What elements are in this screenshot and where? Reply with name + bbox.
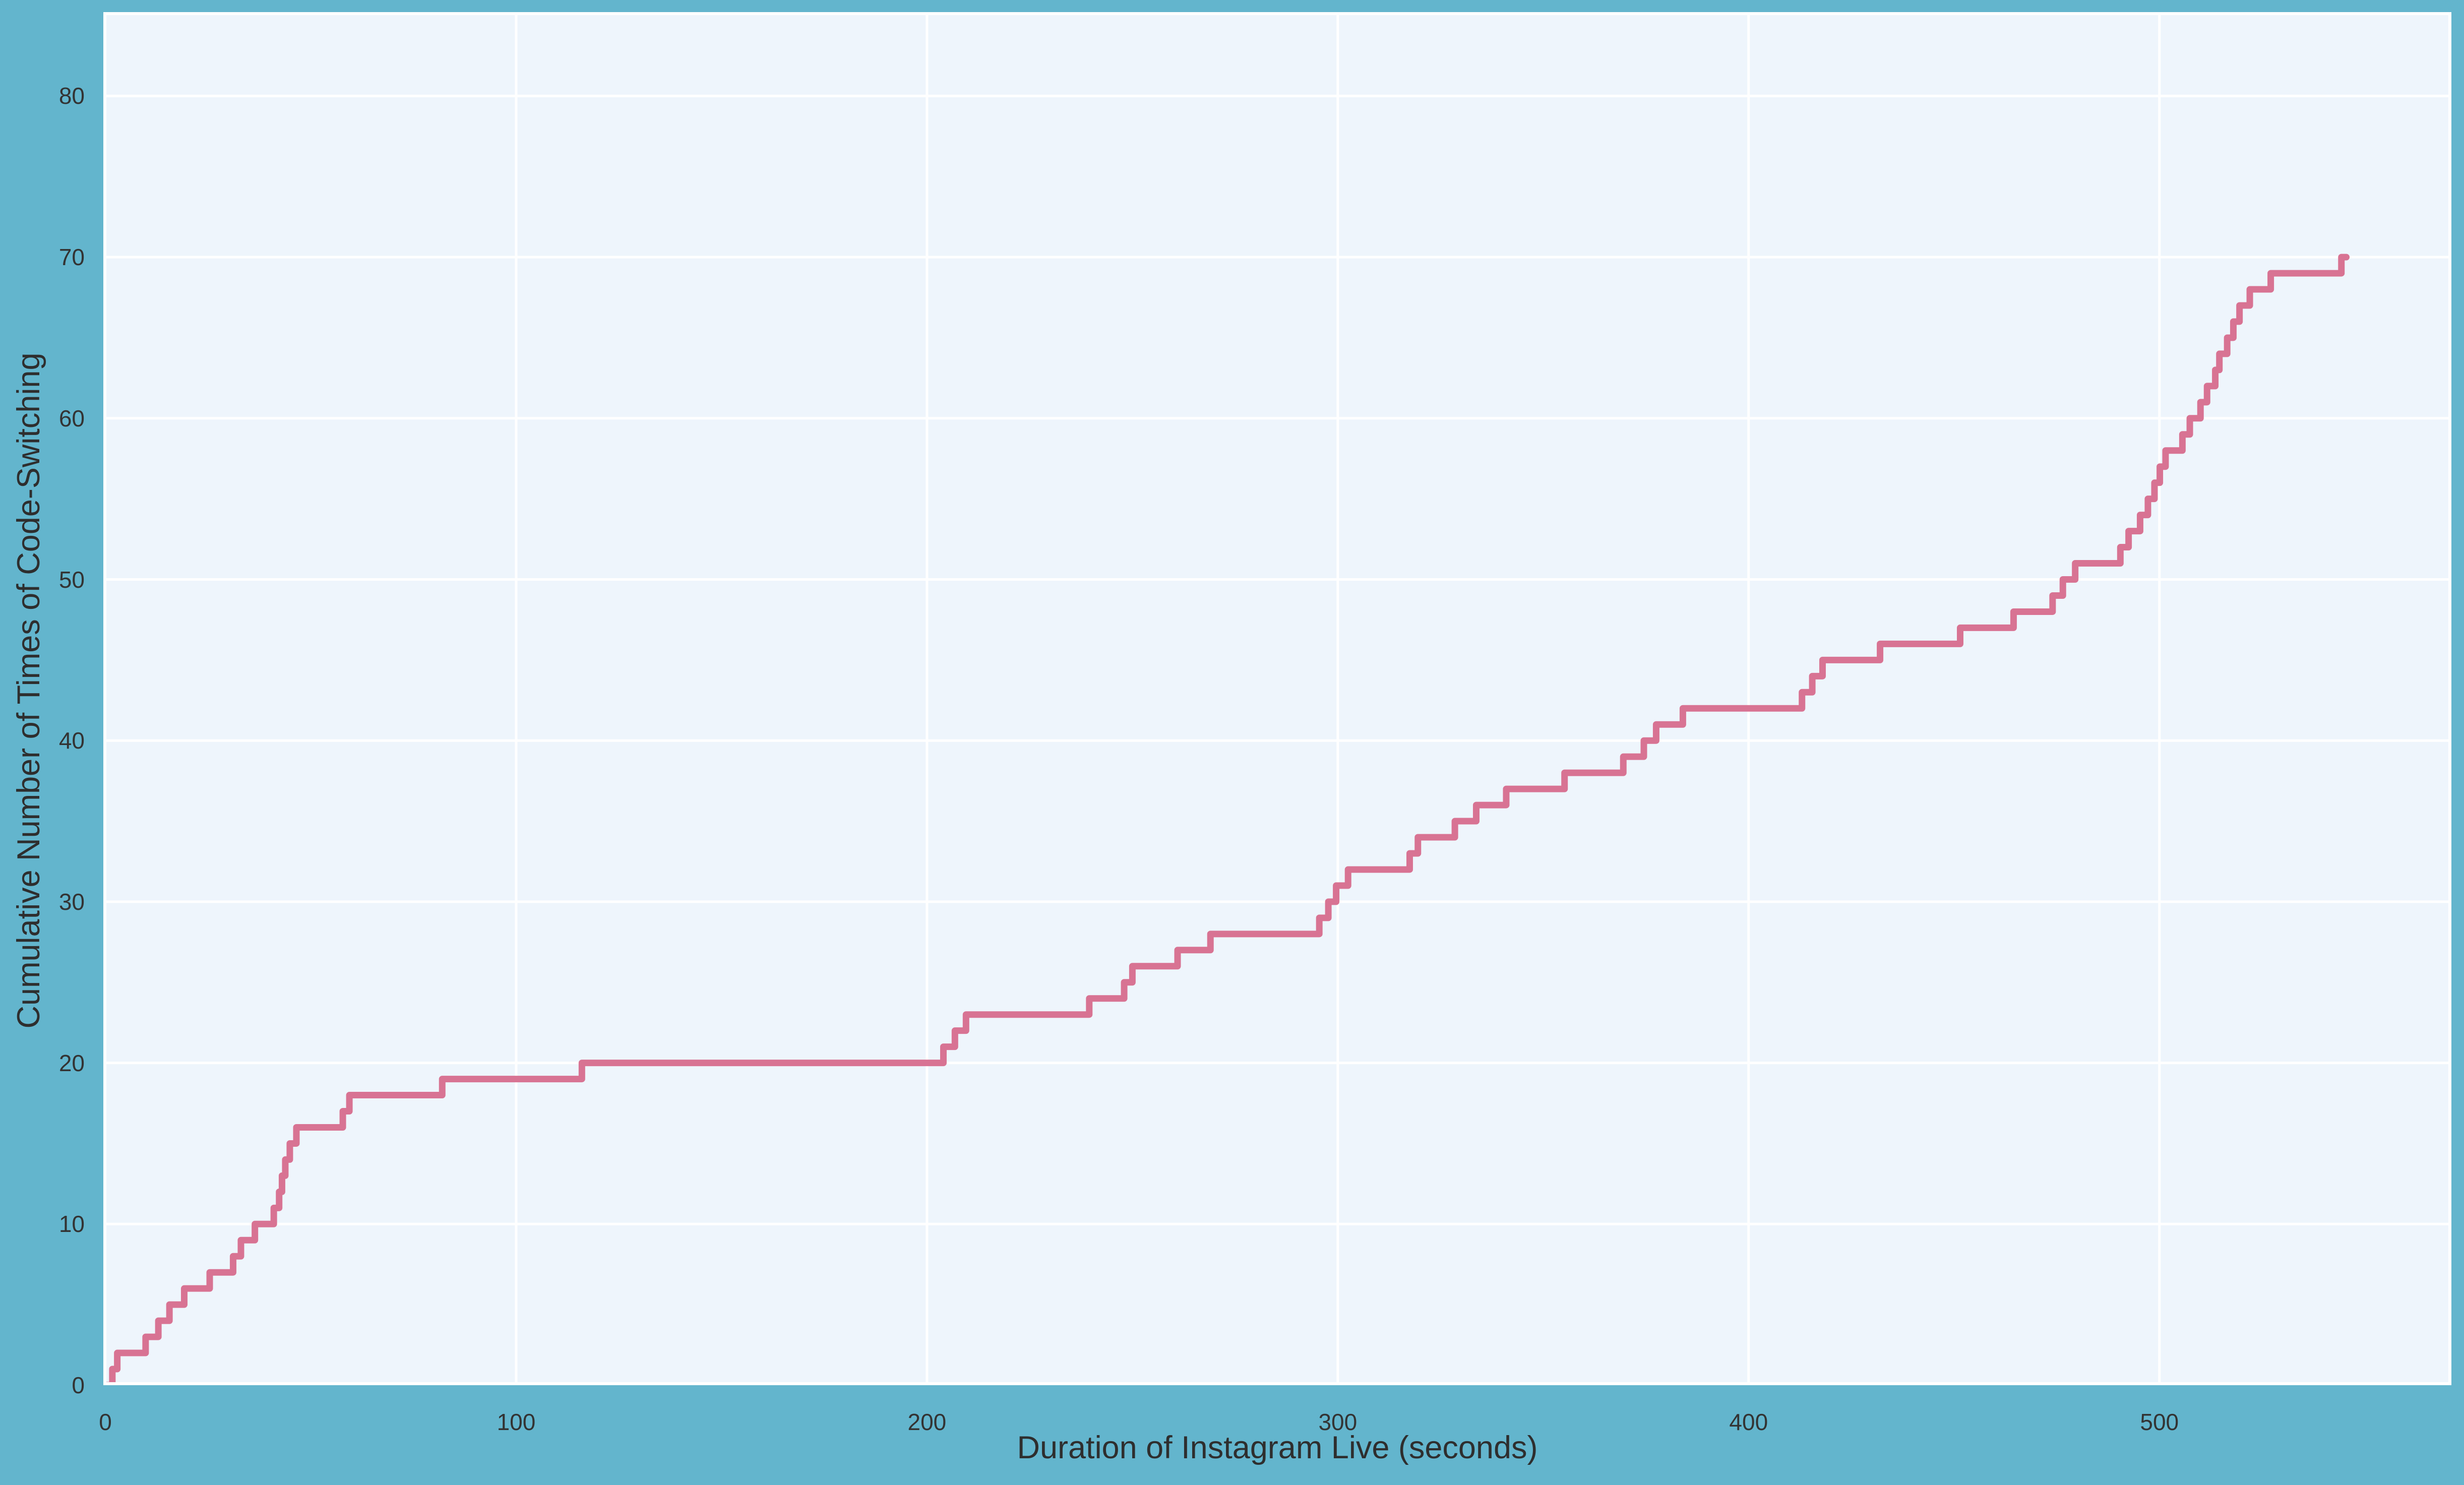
- cumulative-step-line: [105, 254, 2350, 1384]
- y-tick-label-50: 50: [58, 566, 85, 593]
- x-tick-label-300: 300: [1318, 1409, 1358, 1435]
- y-tick-label-0: 0: [72, 1372, 85, 1398]
- x-tick-label-100: 100: [497, 1409, 536, 1435]
- y-tick-label-10: 10: [58, 1211, 85, 1237]
- x-axis-title: Duration of Instagram Live (seconds): [1017, 1430, 1538, 1465]
- x-tick-label-400: 400: [1729, 1409, 1768, 1435]
- plot-frame: [103, 12, 2451, 1385]
- y-tick-label-70: 70: [58, 244, 85, 271]
- y-axis-title: Cumulative Number of Times of Code-Switc…: [11, 352, 46, 1029]
- x-tick-label-200: 200: [907, 1409, 947, 1435]
- plot-background: [105, 14, 2450, 1384]
- y-tick-label-20: 20: [58, 1049, 85, 1076]
- y-tick-label-60: 60: [58, 405, 85, 431]
- y-tick-label-40: 40: [58, 727, 85, 754]
- y-tick-label-80: 80: [58, 83, 85, 109]
- x-tick-label-0: 0: [99, 1409, 112, 1435]
- x-tick-label-500: 500: [2140, 1409, 2179, 1435]
- y-tick-label-30: 30: [58, 888, 85, 915]
